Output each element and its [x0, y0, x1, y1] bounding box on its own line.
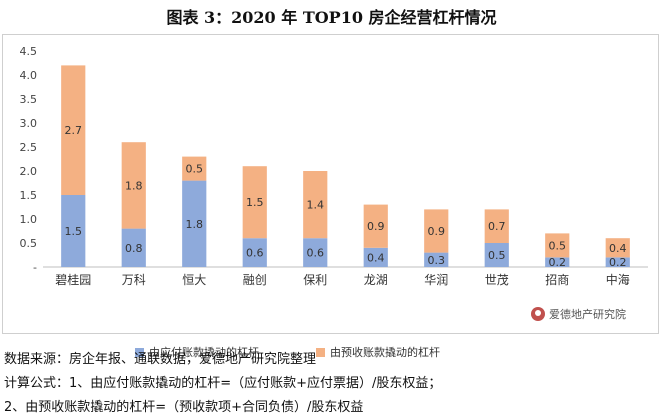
y-tick-label: 4.0 — [20, 69, 38, 82]
bar-advances — [484, 209, 509, 243]
data-label: 1.8 — [125, 179, 143, 192]
x-tick-label: 招商 — [545, 272, 569, 287]
y-tick-label: 1.5 — [20, 189, 38, 202]
data-label: 0.7 — [488, 220, 506, 233]
legend-item-payables: 由应付账款撬动的杠杆 — [135, 344, 259, 360]
bar-advances — [424, 209, 449, 253]
bar-payables — [545, 257, 570, 267]
data-label: 2.7 — [65, 124, 83, 137]
y-tick-label: 2.5 — [20, 141, 38, 154]
x-tick-label: 融创 — [243, 273, 267, 287]
bar-payables — [182, 180, 207, 267]
legend-label-advances: 由预收账款撬动的杠杆 — [330, 346, 440, 359]
stacked-bar-chart: - 0.5 1.0 1.5 2.0 2.5 3.0 3.5 4.0 4.5 1.5 2.7 碧桂园 0.8… — [20, 45, 648, 287]
bar-advances — [61, 65, 86, 196]
x-tick-label: 碧桂园 — [55, 272, 91, 287]
data-label: 1.8 — [186, 218, 204, 231]
data-label: 0.3 — [428, 254, 446, 267]
data-label: 1.4 — [307, 199, 325, 212]
watermark-text: 爱德地产研究院 — [549, 308, 626, 321]
legend-swatch-payables — [135, 347, 144, 357]
watermark-logo: 爱德地产研究院 — [531, 306, 626, 322]
x-tick-label: 恒大 — [182, 273, 206, 287]
y-tick-label: 1.0 — [20, 213, 38, 226]
bar-advances — [182, 156, 207, 181]
formula-note-2: 2、由预收账款撬动的杠杆=（预收款项+合同负债）/股东权益 — [4, 400, 364, 415]
chart-frame: - 0.5 1.0 1.5 2.0 2.5 3.0 3.5 4.0 4.5 1.5 2.7 碧桂园 0.8… — [2, 34, 659, 359]
logo-icon — [531, 307, 545, 321]
y-tick-label: 3.0 — [20, 117, 38, 130]
legend-label-payables: 由应付账款撬动的杠杆 — [149, 346, 259, 359]
bar-advances — [303, 171, 328, 239]
data-label: 0.9 — [428, 225, 446, 238]
x-tick-label: 保利 — [303, 273, 327, 287]
data-label: 1.5 — [65, 225, 83, 238]
bar-payables — [242, 238, 267, 267]
bar-payables — [424, 252, 449, 267]
bar-advances — [363, 204, 388, 248]
data-label: 0.9 — [367, 220, 385, 233]
data-label: 0.2 — [609, 256, 627, 269]
source-note: 数据来源：房企年报、通联数据，爱德地产研究院整理 — [4, 352, 317, 367]
data-label: 0.5 — [488, 249, 506, 262]
data-label: 0.2 — [549, 256, 567, 269]
chart-title: 图表 3：2020 年 TOP10 房企经营杠杆情况 — [166, 8, 497, 27]
y-tick-label: 3.5 — [20, 93, 38, 106]
bar-advances — [545, 233, 570, 258]
x-tick-label: 万科 — [122, 273, 146, 287]
data-label: 0.8 — [125, 242, 143, 255]
data-label: 0.5 — [549, 239, 567, 252]
data-label: 0.5 — [186, 163, 204, 176]
bar-advances — [605, 238, 630, 258]
x-tick-label: 中海 — [606, 272, 630, 287]
legend-item-advances: 由预收账款撬动的杠杆 — [316, 344, 440, 360]
x-tick-label: 龙湖 — [364, 272, 388, 287]
bar-payables — [121, 228, 146, 267]
y-tick-label: 0.5 — [20, 237, 38, 250]
y-tick-label: 4.5 — [20, 45, 38, 58]
data-label: 0.6 — [307, 247, 325, 260]
data-label: 0.4 — [609, 242, 627, 255]
bar-advances — [121, 142, 146, 229]
bar-payables — [363, 247, 388, 267]
data-label: 0.6 — [246, 247, 264, 260]
bar-payables — [303, 238, 328, 267]
data-label: 0.4 — [367, 251, 385, 264]
bar-advances — [242, 166, 267, 239]
x-tick-label: 华润 — [424, 273, 448, 287]
data-label: 1.5 — [246, 196, 264, 209]
y-tick-label: - — [33, 261, 37, 274]
formula-note-1: 计算公式：1、由应付账款撬动的杠杆=（应付账款+应付票据）/股东权益； — [4, 376, 442, 391]
bar-payables — [605, 257, 630, 267]
y-tick-label: 2.0 — [20, 165, 38, 178]
bar-payables — [484, 243, 509, 267]
bar-payables — [61, 195, 86, 267]
legend-swatch-advances — [316, 347, 325, 357]
x-tick-label: 世茂 — [485, 273, 509, 287]
